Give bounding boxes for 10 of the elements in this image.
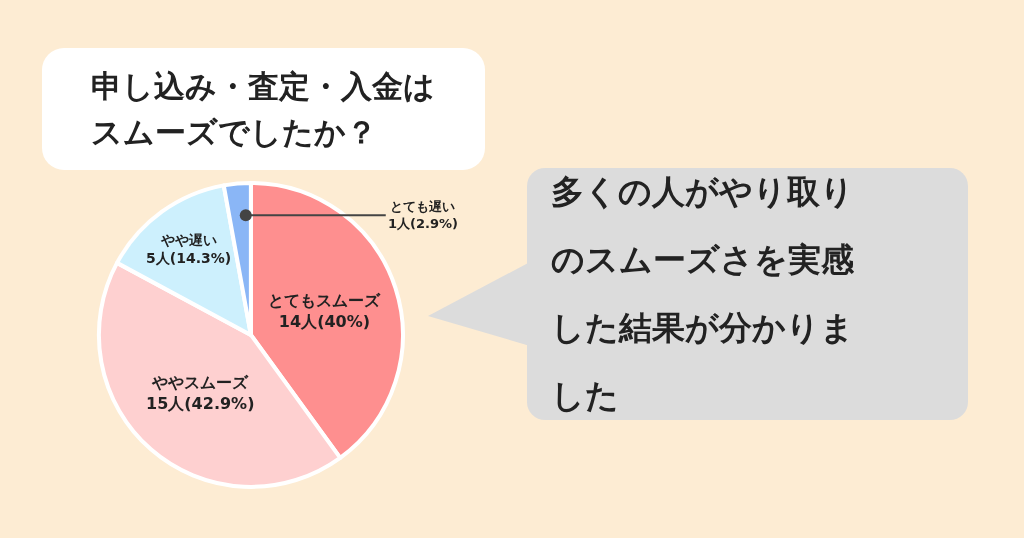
text: 多くの人がやり取りのスムーズさを実感した結果が分かりました xyxy=(551,171,855,417)
data-label: 5人(14.3%) xyxy=(146,250,232,267)
slice-label: とてもスムーズ xyxy=(268,290,382,310)
data-label: 14人(40%) xyxy=(278,311,371,331)
slice-label: ややスムーズ xyxy=(151,372,250,392)
data-label: 1人(2.9%) xyxy=(388,215,458,231)
slice-label: やや遅い xyxy=(159,231,217,248)
data-label: 15人(42.9%) xyxy=(146,393,255,413)
slice-label: とても遅い xyxy=(390,199,456,214)
chart-title: 申し込み・査定・入金はスムーズでしたか？ xyxy=(91,67,436,152)
